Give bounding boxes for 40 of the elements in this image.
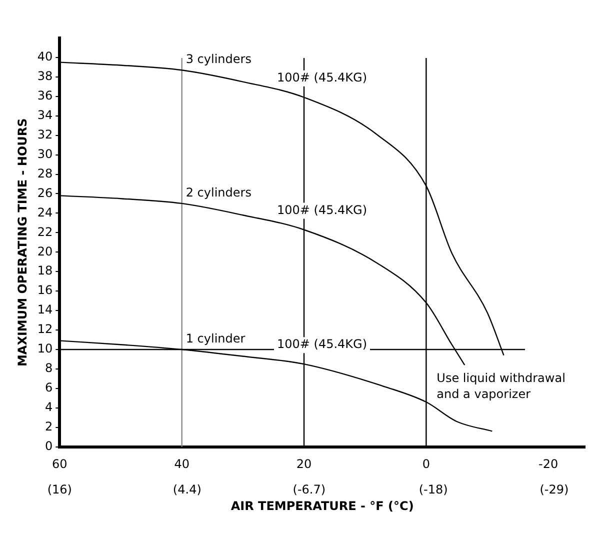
y-tick-label: 18: [37, 264, 53, 278]
x2-tick-label: (-29): [540, 482, 569, 497]
series-label: 2 cylinders: [186, 186, 252, 200]
annotation: 100# (45.4KG): [276, 70, 368, 84]
y-axis-title: MAXIMUM OPERATING TIME - HOURS: [15, 118, 30, 367]
x2-tick-label: (-6.7): [292, 482, 326, 497]
annotation: 100# (45.4KG): [276, 202, 368, 217]
x-tick-label: 20: [296, 457, 312, 472]
y-tick-label: 0: [45, 438, 53, 453]
y-tick-label: 14: [37, 302, 53, 317]
y-tick-label: 34: [37, 108, 53, 122]
x2-tick-label: (-18): [418, 482, 448, 497]
y-tick-label: 16: [37, 283, 53, 298]
x2-tick-label: (4.4): [172, 482, 202, 497]
y-tick-label: 36: [37, 88, 53, 103]
y-tick-label: 4: [45, 400, 53, 414]
x-tick-label: 60: [52, 457, 68, 472]
y-tick-label: 40: [37, 50, 53, 64]
y-tick-label: 30: [37, 146, 53, 161]
series-label: 3 cylinders: [186, 52, 252, 66]
x-axis-title: AIR TEMPERATURE - °F (°C): [230, 498, 414, 513]
annotation: 100# (45.4KG): [276, 337, 368, 352]
series-label: 1 cylinder: [186, 332, 246, 346]
y-tick-label: 12: [37, 322, 53, 336]
y-tick-label: 2: [45, 419, 53, 434]
x-tick-label: 0: [422, 457, 430, 472]
x-tick-label: -20: [538, 457, 558, 472]
annotation: Use liquid withdrawal and a vaporizer: [436, 371, 566, 402]
y-tick-label: 26: [37, 186, 53, 200]
y-tick-label: 6: [45, 380, 53, 395]
y-tick-label: 10: [37, 342, 53, 356]
y-tick-label: 20: [37, 244, 53, 258]
y-tick-label: 28: [37, 166, 53, 180]
x-tick-label: 40: [174, 457, 190, 472]
y-tick-label: 38: [37, 69, 53, 84]
x2-tick-label: (16): [47, 482, 72, 497]
y-tick-label: 22: [37, 224, 53, 239]
y-tick-label: 32: [37, 127, 53, 142]
y-tick-label: 24: [37, 205, 53, 220]
y-tick-label: 8: [45, 361, 53, 376]
